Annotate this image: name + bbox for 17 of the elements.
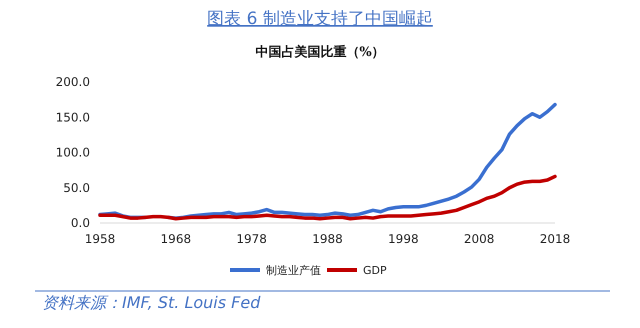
x-tick-label: 1968 [160,232,192,246]
x-tick-label: 2008 [464,232,494,246]
y-tick-label: 150.0 [56,110,90,124]
y-tick-label: 100.0 [56,146,90,160]
legend-label: GDP [363,264,387,277]
x-tick-label: 1988 [312,232,343,246]
chart-title: 图表 6 制造业支持了中国崛起 [207,9,433,29]
x-tick-label: 2018 [540,232,570,246]
y-tick-label: 200.0 [56,75,90,89]
legend-label: 制造业产值 [266,264,321,277]
text: 资料来源：IMF, St. Louis Fed [42,293,262,312]
y-tick-label: 50.0 [63,180,90,195]
x-tick-label: 1998 [388,232,419,246]
y-tick-label: 0.0 [70,216,90,230]
x-tick-label: 1958 [84,232,116,246]
x-tick-label: 1978 [236,232,267,246]
chart-subtitle: 中国占美国比重（%） [255,44,385,60]
